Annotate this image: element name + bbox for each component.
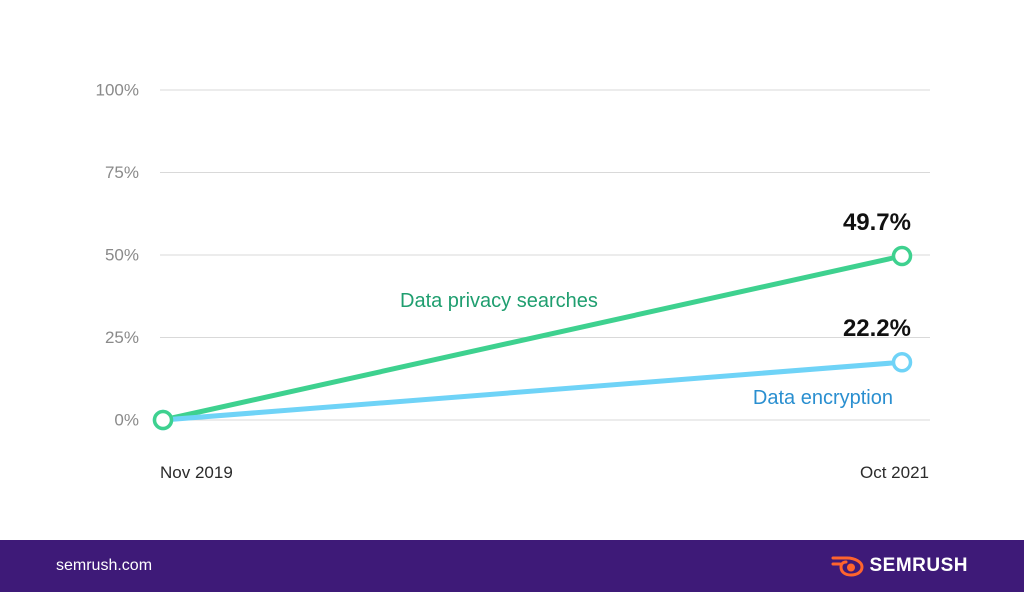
series-labels: Data privacy searches 49.7% Data encryptio… [400,209,911,409]
x-tick-label: Oct 2021 [860,463,929,482]
y-tick-label: 100% [96,80,139,99]
semrush-logo: SEMRUSH [831,554,968,578]
series-line [160,253,905,423]
series-lines [152,245,913,431]
data-point [152,409,174,431]
data-point [891,245,913,267]
line-chart: 0% 25% 50% 75% 100% Nov 2019 Oct 2021 Data pr… [96,80,930,482]
y-tick-label: 50% [105,245,139,264]
series-name-label: Data privacy searches [400,290,598,312]
brand-name: SEMRUSH [869,555,968,576]
footer-bar: semrush.com SEMRUSH [0,540,1024,592]
gridlines [160,89,930,421]
y-tick-label: 25% [105,328,139,347]
semrush-fire-icon [831,556,864,577]
x-axis-ticks: Nov 2019 Oct 2021 [160,463,929,482]
series-line [160,359,905,423]
data-point [891,352,913,373]
data-label: 22.2% [843,315,911,342]
y-tick-label: 75% [105,163,139,182]
y-axis-ticks: 0% 25% 50% 75% 100% [96,80,139,429]
data-label: 49.7% [843,209,911,236]
chart: 0% 25% 50% 75% 100% Nov 2019 Oct 2021 Data pr… [96,80,930,482]
site-link[interactable]: semrush.com [56,557,153,574]
x-tick-label: Nov 2019 [160,463,233,482]
y-tick-label: 0% [114,410,139,429]
series-name-label: Data encryption [753,387,893,409]
